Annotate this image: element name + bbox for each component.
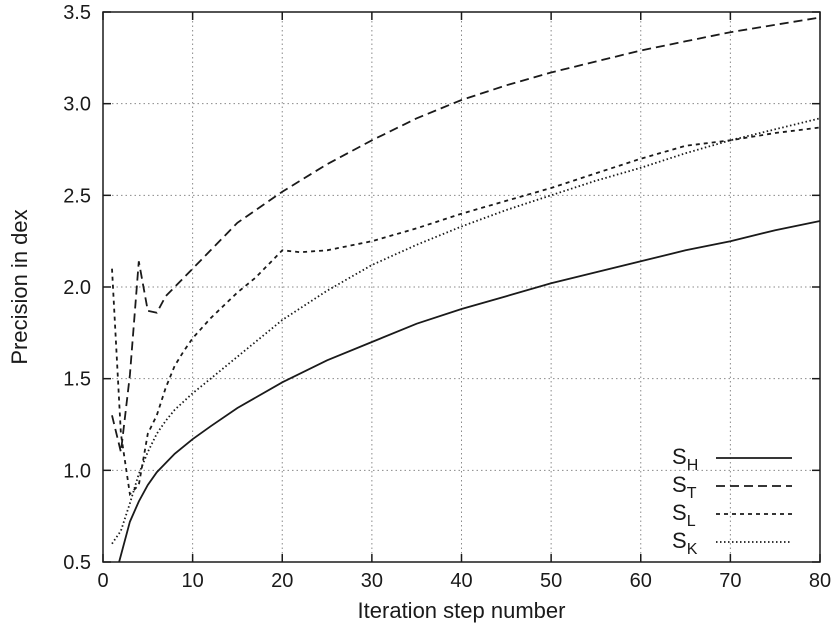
series-line-h: [118, 220, 821, 563]
x-axis-ticks: 0 10 20 30 40 50 60 70 80: [97, 12, 831, 592]
series-line-t: [111, 16, 821, 453]
y-tick-label: 2.5: [63, 185, 91, 207]
series-line-k: [111, 117, 821, 545]
x-tick-label: 0: [97, 570, 108, 592]
x-axis-label: Iteration step number: [358, 598, 566, 623]
y-tick-label: 3.5: [63, 2, 91, 24]
x-tick-label: 80: [809, 570, 831, 592]
x-tick-label: 70: [719, 570, 741, 592]
y-tick-label: 1.0: [63, 460, 91, 482]
series-line-l: [111, 126, 821, 497]
y-tick-label: 0.5: [63, 552, 91, 574]
grid: [103, 12, 820, 562]
legend-item-h: SH: [672, 444, 792, 474]
legend-item-t: ST: [672, 472, 792, 502]
x-tick-label: 30: [361, 570, 383, 592]
legend-label: SL: [672, 500, 696, 530]
y-tick-label: 3.0: [63, 94, 91, 116]
x-tick-label: 10: [182, 570, 204, 592]
x-tick-label: 40: [450, 570, 472, 592]
series-lines: [111, 16, 821, 563]
x-tick-label: 50: [540, 570, 562, 592]
legend-label: SH: [672, 444, 698, 474]
legend-label: SK: [672, 528, 698, 558]
y-axis-ticks: 0.5 1.0 1.5 2.0 2.5 3.0 3.5: [63, 2, 820, 574]
legend-label: ST: [672, 472, 697, 502]
x-tick-label: 20: [271, 570, 293, 592]
y-tick-label: 2.0: [63, 277, 91, 299]
legend-item-l: SL: [672, 500, 792, 530]
legend-item-k: SK: [672, 528, 792, 558]
y-tick-label: 1.5: [63, 369, 91, 391]
x-tick-label: 60: [630, 570, 652, 592]
y-axis-label: Precision in dex: [7, 209, 32, 364]
